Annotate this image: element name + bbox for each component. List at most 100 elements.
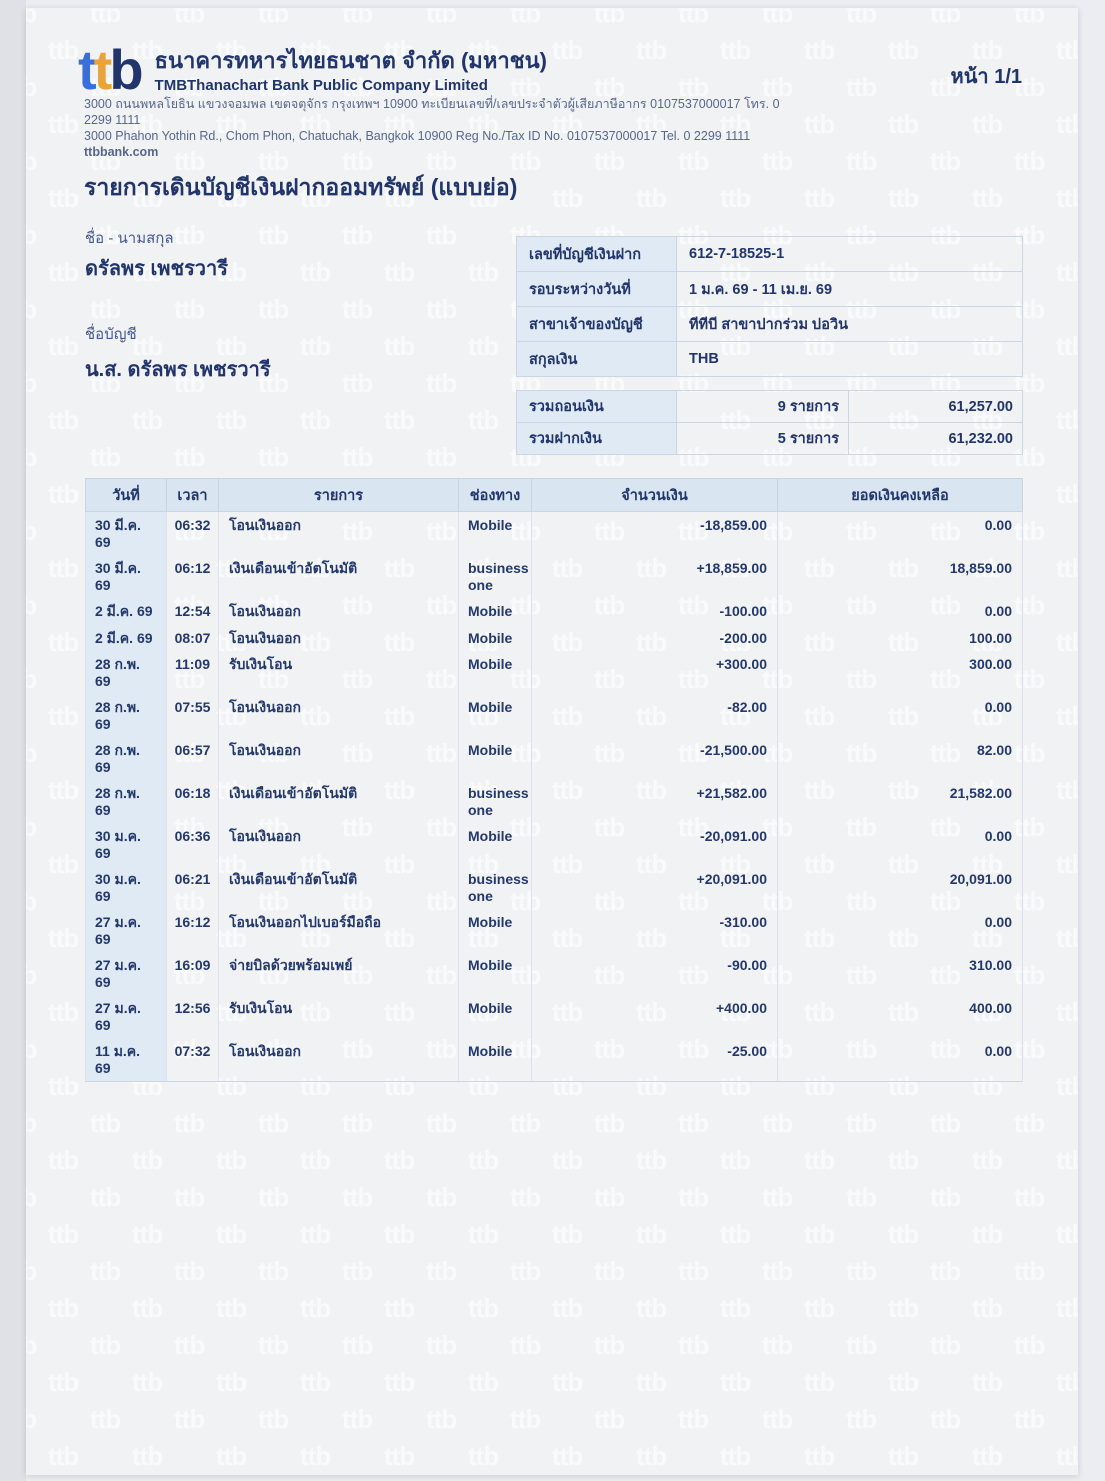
- transaction-amount: -20,091.00: [531, 823, 778, 866]
- transactions-body: 30 มี.ค. 69 06:32 โอนเงินออก Mobile -18,859.…: [85, 511, 1023, 1082]
- transaction-time: 11:09: [166, 651, 219, 694]
- transaction-balance: 300.00: [777, 651, 1023, 694]
- transaction-row: 27 ม.ค. 69 16:12 โอนเงินออกไปเบอร์มือถือ Mo…: [85, 909, 1023, 952]
- transactions-table: วันที่ เวลา รายการ ช่องทาง จำนวนเงิน ยอดเงินค…: [85, 478, 1023, 1082]
- transaction-time: 16:12: [166, 909, 219, 952]
- transactions-column-header: จำนวนเงิน: [531, 478, 778, 512]
- transaction-channel: Mobile: [458, 511, 532, 555]
- transactions-column-header: ช่องทาง: [458, 478, 532, 512]
- transaction-description: โอนเงินออก: [218, 598, 459, 625]
- transaction-row: 27 ม.ค. 69 12:56 รับเงินโอน Mobile +400.00 40…: [85, 995, 1023, 1038]
- transaction-balance: 82.00: [777, 737, 1023, 780]
- transaction-description: โอนเงินออก: [218, 823, 459, 866]
- statement-page: ttbttbttbttbttbttbttbttbttbttbttbttbttbt…: [26, 8, 1078, 1475]
- logo-letter: b: [109, 38, 143, 101]
- customer-name: ดรัลพร เพชรวารี: [85, 258, 229, 280]
- transaction-channel: business one: [458, 780, 532, 823]
- account-info-label: เลขที่บัญชีเงินฝาก: [516, 236, 677, 272]
- transaction-channel: Mobile: [458, 598, 532, 625]
- transaction-row: 11 ม.ค. 69 07:32 โอนเงินออก Mobile -25.00 0.0…: [85, 1038, 1023, 1082]
- account-info-row: สกุลเงิน THB: [516, 341, 1023, 377]
- summary-body: รวมถอนเงิน 9 รายการ 61,257.00 รวมฝากเงิน 5 ร…: [516, 390, 1023, 455]
- transaction-description: โอนเงินออก: [218, 624, 459, 651]
- transaction-date: 28 ก.พ. 69: [85, 780, 167, 823]
- transaction-row: 2 มี.ค. 69 12:54 โอนเงินออก Mobile -100.00 0.…: [85, 598, 1023, 625]
- transaction-time: 06:21: [166, 866, 219, 909]
- transaction-channel: Mobile: [458, 737, 532, 780]
- bank-website: ttbbank.com: [84, 145, 159, 159]
- transactions-column-header: รายการ: [218, 478, 459, 512]
- transaction-amount: +400.00: [531, 995, 778, 1038]
- transaction-date: 27 ม.ค. 69: [85, 952, 167, 995]
- transaction-date: 2 มี.ค. 69: [85, 598, 167, 625]
- account-name-label: ชื่อบัญชี: [85, 326, 137, 343]
- bank-names: ธนาคารทหารไทยธนชาต จำกัด (มหาชน) TMBThan…: [155, 46, 547, 94]
- transaction-row: 2 มี.ค. 69 08:07 โอนเงินออก Mobile -200.00 10…: [85, 624, 1023, 651]
- account-info-body: เลขที่บัญชีเงินฝาก 612-7-18525-1 รอบระหว่า…: [516, 236, 1023, 377]
- account-info-label: รอบระหว่างวันที่: [516, 271, 677, 307]
- transaction-date: 28 ก.พ. 69: [85, 651, 167, 694]
- transaction-amount: +18,859.00: [531, 555, 778, 598]
- transaction-row: 28 ก.พ. 69 06:57 โอนเงินออก Mobile -21,500.0…: [85, 737, 1023, 780]
- transaction-balance: 0.00: [777, 1038, 1023, 1082]
- transaction-description: รับเงินโอน: [218, 651, 459, 694]
- transaction-description: รับเงินโอน: [218, 995, 459, 1038]
- account-name: น.ส. ดรัลพร เพชรวารี: [85, 359, 271, 381]
- transaction-balance: 0.00: [777, 909, 1023, 952]
- transaction-amount: -100.00: [531, 598, 778, 625]
- transaction-amount: -21,500.00: [531, 737, 778, 780]
- transaction-amount: -310.00: [531, 909, 778, 952]
- transactions-column-header: วันที่: [85, 478, 167, 512]
- account-info-value: ทีทีบี สาขาปากร่วม บ่อวิน: [676, 306, 1023, 342]
- transaction-time: 12:54: [166, 598, 219, 625]
- transaction-date: 30 ม.ค. 69: [85, 823, 167, 866]
- transaction-channel: Mobile: [458, 909, 532, 952]
- account-info-label: สกุลเงิน: [516, 341, 677, 377]
- account-info-row: สาขาเจ้าของบัญชี ทีทีบี สาขาปากร่วม บ่อวิ…: [516, 306, 1023, 342]
- transaction-date: 11 ม.ค. 69: [85, 1038, 167, 1082]
- transactions-header-row: วันที่ เวลา รายการ ช่องทาง จำนวนเงิน ยอดเงินค…: [85, 478, 1023, 512]
- transaction-description: โอนเงินออก: [218, 1038, 459, 1082]
- transaction-row: 30 มี.ค. 69 06:32 โอนเงินออก Mobile -18,859.…: [85, 511, 1023, 555]
- transaction-channel: Mobile: [458, 624, 532, 651]
- summary-count: 5 รายการ: [676, 422, 849, 455]
- account-info-row: เลขที่บัญชีเงินฝาก 612-7-18525-1: [516, 236, 1023, 272]
- account-info-box: เลขที่บัญชีเงินฝาก 612-7-18525-1 รอบระหว่า…: [516, 236, 1023, 377]
- logo-letter: t: [93, 38, 113, 101]
- account-info-value: 612-7-18525-1: [676, 236, 1023, 272]
- transactions-column-header: เวลา: [166, 478, 219, 512]
- transaction-balance: 310.00: [777, 952, 1023, 995]
- transaction-date: 30 มี.ค. 69: [85, 511, 167, 555]
- transaction-row: 28 ก.พ. 69 06:18 เงินเดือนเข้าอัตโนมัติ bus…: [85, 780, 1023, 823]
- page-number-label: หน้า 1/1: [950, 66, 1022, 88]
- transaction-time: 06:18: [166, 780, 219, 823]
- transaction-amount: +20,091.00: [531, 866, 778, 909]
- transaction-description: โอนเงินออก: [218, 511, 459, 555]
- summary-row: รวมฝากเงิน 5 รายการ 61,232.00: [516, 422, 1023, 455]
- transaction-channel: Mobile: [458, 823, 532, 866]
- transaction-description: เงินเดือนเข้าอัตโนมัติ: [218, 866, 459, 909]
- transaction-channel: business one: [458, 866, 532, 909]
- account-info-value: THB: [676, 341, 1023, 377]
- transaction-row: 30 ม.ค. 69 06:21 เงินเดือนเข้าอัตโนมัติ bus…: [85, 866, 1023, 909]
- transaction-date: 2 มี.ค. 69: [85, 624, 167, 651]
- summary-label: รวมฝากเงิน: [516, 422, 677, 455]
- bank-address-english: 3000 Phahon Yothin Rd., Chom Phon, Chatu…: [84, 129, 751, 143]
- transaction-time: 07:55: [166, 694, 219, 737]
- summary-row: รวมถอนเงิน 9 รายการ 61,257.00: [516, 390, 1023, 423]
- transaction-time: 16:09: [166, 952, 219, 995]
- account-info-row: รอบระหว่างวันที่ 1 ม.ค. 69 - 11 เม.ย. 69: [516, 271, 1023, 307]
- account-info-label: สาขาเจ้าของบัญชี: [516, 306, 677, 342]
- transaction-balance: 18,859.00: [777, 555, 1023, 598]
- statement-title: รายการเดินบัญชีเงินฝากออมทรัพย์ (แบบย่อ): [84, 174, 518, 200]
- transaction-description: โอนเงินออกไปเบอร์มือถือ: [218, 909, 459, 952]
- transaction-row: 27 ม.ค. 69 16:09 จ่ายบิลด้วยพร้อมเพย์ Mobil…: [85, 952, 1023, 995]
- transaction-date: 30 ม.ค. 69: [85, 866, 167, 909]
- transaction-time: 06:32: [166, 511, 219, 555]
- transaction-row: 28 ก.พ. 69 07:55 โอนเงินออก Mobile -82.00 0.0…: [85, 694, 1023, 737]
- transaction-date: 28 ก.พ. 69: [85, 694, 167, 737]
- summary-label: รวมถอนเงิน: [516, 390, 677, 423]
